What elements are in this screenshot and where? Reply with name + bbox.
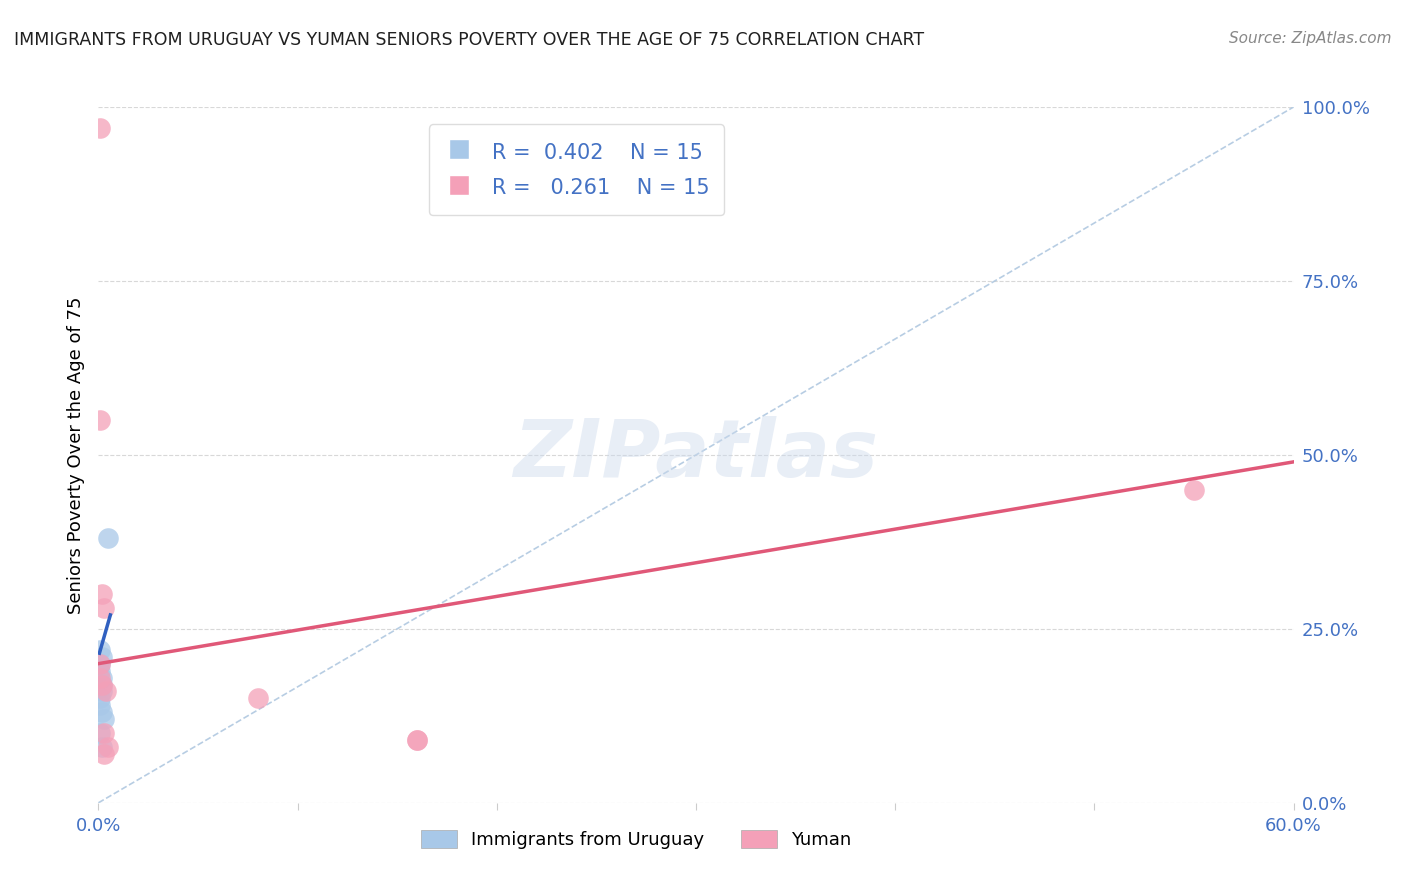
Text: IMMIGRANTS FROM URUGUAY VS YUMAN SENIORS POVERTY OVER THE AGE OF 75 CORRELATION : IMMIGRANTS FROM URUGUAY VS YUMAN SENIORS… — [14, 31, 924, 49]
Point — [89, 642, 111, 657]
Point — [89, 698, 111, 713]
Point — [1182, 483, 1205, 497]
Point — [89, 664, 111, 678]
Y-axis label: Seniors Poverty Over the Age of 75: Seniors Poverty Over the Age of 75 — [66, 296, 84, 614]
Point — [91, 740, 114, 755]
Point — [97, 740, 120, 755]
Text: ZIPatlas: ZIPatlas — [513, 416, 879, 494]
Point — [89, 681, 111, 695]
Text: Source: ZipAtlas.com: Source: ZipAtlas.com — [1229, 31, 1392, 46]
Point — [89, 657, 111, 671]
Point — [91, 587, 114, 601]
Point — [91, 671, 114, 685]
Point — [89, 657, 111, 671]
Point — [93, 712, 115, 726]
Point — [89, 691, 111, 706]
Point — [97, 532, 120, 546]
Point — [89, 120, 111, 135]
Legend: Immigrants from Uruguay, Yuman: Immigrants from Uruguay, Yuman — [413, 822, 859, 856]
Point — [89, 726, 111, 740]
Point — [93, 747, 115, 761]
Point — [91, 649, 114, 664]
Point — [91, 677, 114, 691]
Point — [91, 684, 114, 698]
Point — [246, 691, 269, 706]
Point — [406, 733, 429, 747]
Point — [91, 706, 114, 720]
Point — [93, 601, 115, 615]
Point — [89, 671, 111, 685]
Point — [89, 413, 111, 427]
Point — [93, 726, 115, 740]
Point — [96, 684, 118, 698]
Point — [91, 677, 114, 691]
Point — [406, 733, 429, 747]
